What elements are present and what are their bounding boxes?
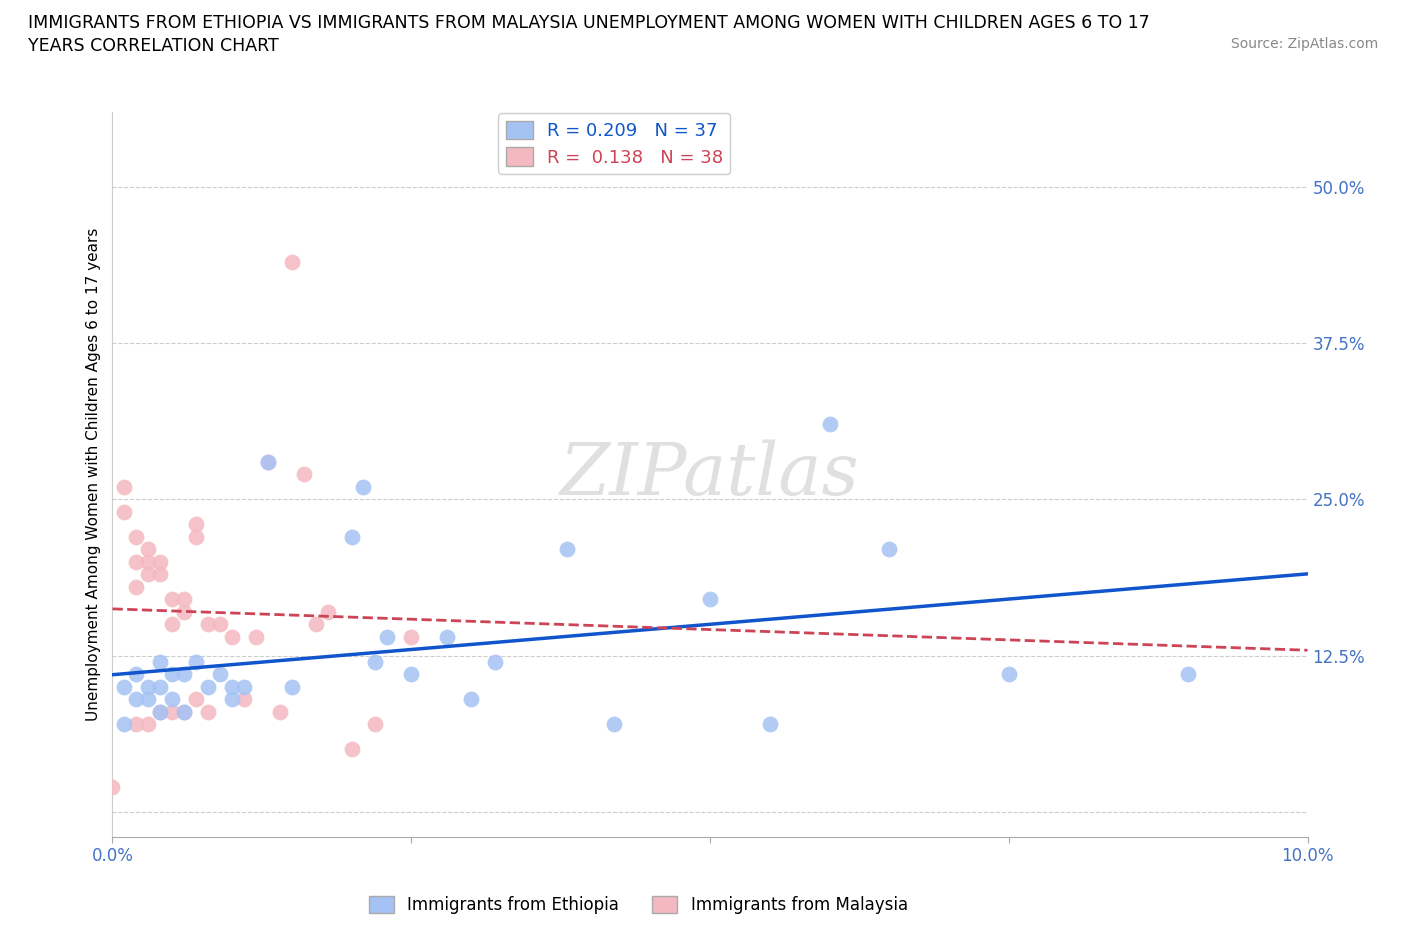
Point <box>340 742 363 757</box>
Point <box>162 617 183 631</box>
Point <box>364 717 387 732</box>
Point <box>138 554 160 569</box>
Point <box>138 717 160 732</box>
Point <box>316 604 339 619</box>
Point <box>221 692 243 707</box>
Point <box>125 692 148 707</box>
Point <box>138 680 160 695</box>
Point <box>353 479 375 494</box>
Point <box>257 455 280 470</box>
Point <box>209 617 232 631</box>
Point <box>186 692 208 707</box>
Point <box>149 567 172 582</box>
Legend: Immigrants from Ethiopia, Immigrants from Malaysia: Immigrants from Ethiopia, Immigrants fro… <box>363 889 914 921</box>
Point <box>233 692 256 707</box>
Point <box>1177 667 1199 682</box>
Point <box>377 630 399 644</box>
Point <box>484 655 506 670</box>
Point <box>818 417 841 432</box>
Point <box>162 692 183 707</box>
Point <box>114 504 135 519</box>
Point <box>125 717 148 732</box>
Point <box>197 705 219 720</box>
Point <box>101 779 124 794</box>
Point <box>197 680 219 695</box>
Point <box>281 254 304 269</box>
Point <box>149 705 172 720</box>
Point <box>209 667 232 682</box>
Point <box>173 604 195 619</box>
Point <box>759 717 782 732</box>
Point <box>125 667 148 682</box>
Point <box>138 542 160 557</box>
Point <box>292 467 315 482</box>
Point <box>401 630 423 644</box>
Point <box>460 692 482 707</box>
Point <box>603 717 626 732</box>
Point <box>233 680 256 695</box>
Point <box>998 667 1021 682</box>
Point <box>125 554 148 569</box>
Point <box>186 517 208 532</box>
Point <box>173 591 195 606</box>
Point <box>125 529 148 544</box>
Point <box>257 455 280 470</box>
Point <box>162 705 183 720</box>
Text: IMMIGRANTS FROM ETHIOPIA VS IMMIGRANTS FROM MALAYSIA UNEMPLOYMENT AMONG WOMEN WI: IMMIGRANTS FROM ETHIOPIA VS IMMIGRANTS F… <box>28 14 1150 32</box>
Point <box>173 667 195 682</box>
Point <box>162 591 183 606</box>
Point <box>401 667 423 682</box>
Text: ZIPatlas: ZIPatlas <box>560 439 860 510</box>
Point <box>114 479 135 494</box>
Point <box>186 655 208 670</box>
Point <box>221 630 243 644</box>
Point <box>221 680 243 695</box>
Point <box>173 705 195 720</box>
Point <box>340 529 363 544</box>
Point <box>699 591 721 606</box>
Point <box>186 529 208 544</box>
Point <box>149 554 172 569</box>
Point <box>114 717 135 732</box>
Point <box>149 680 172 695</box>
Point <box>197 617 219 631</box>
Point <box>149 705 172 720</box>
Point <box>555 542 578 557</box>
Point <box>305 617 328 631</box>
Point <box>269 705 291 720</box>
Point <box>114 680 135 695</box>
Y-axis label: Unemployment Among Women with Children Ages 6 to 17 years: Unemployment Among Women with Children A… <box>86 228 101 721</box>
Point <box>281 680 304 695</box>
Point <box>245 630 267 644</box>
Point <box>879 542 901 557</box>
Point <box>364 655 387 670</box>
Text: YEARS CORRELATION CHART: YEARS CORRELATION CHART <box>28 37 278 55</box>
Point <box>436 630 458 644</box>
Point <box>162 667 183 682</box>
Point <box>138 567 160 582</box>
Point <box>149 655 172 670</box>
Point <box>138 692 160 707</box>
Text: Source: ZipAtlas.com: Source: ZipAtlas.com <box>1230 37 1378 51</box>
Point <box>125 579 148 594</box>
Point <box>173 705 195 720</box>
